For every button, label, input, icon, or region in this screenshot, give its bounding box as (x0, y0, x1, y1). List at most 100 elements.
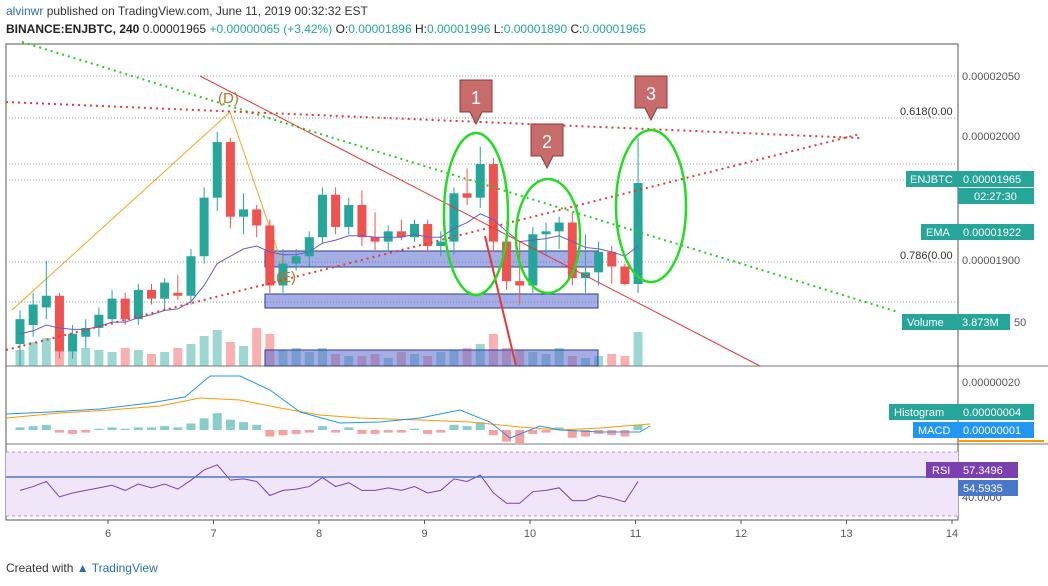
time-tick-label: 7 (210, 528, 216, 540)
countdown-tag: 02:27:30 (958, 188, 1034, 204)
close-value: 0.00001965 (582, 22, 646, 36)
histogram-tag: Histogram 0.00000004 (889, 404, 1034, 420)
macd-hist-bar (488, 430, 498, 436)
marker-1: 1 (459, 79, 493, 126)
macd-hist-bar (475, 422, 485, 430)
macd-hist-bar (607, 430, 617, 436)
tradingview-brand[interactable]: TradingView (91, 561, 158, 575)
candle-body (541, 231, 551, 235)
symbol-tag-name: ENJBTC (910, 174, 953, 186)
candle-body (252, 209, 262, 226)
candle-body (94, 314, 104, 328)
macd-hist-bar (620, 430, 630, 437)
wave-d-label: (D) (218, 90, 239, 107)
marker-1-label: 1 (471, 88, 481, 108)
rsi-ma-tag-value: 54.5935 (963, 483, 1003, 495)
candle-body (436, 241, 446, 246)
candles (15, 131, 643, 366)
volume-bar (633, 332, 643, 366)
macd-hist-bar (344, 427, 354, 430)
macd-hist-bar (265, 430, 275, 437)
macd-hist-bar (567, 430, 577, 438)
macd-hist-bar (28, 426, 38, 430)
rsi-tag-value: 57.3496 (963, 465, 1003, 477)
macd-hist-bar (317, 426, 327, 430)
macd-hist-bar (133, 427, 143, 430)
candle-body (607, 251, 617, 267)
symbol-line: BINANCE:ENJBTC, 240 0.00001965 +0.000000… (6, 22, 646, 36)
ema-line (19, 213, 639, 335)
macd-hist-bar (462, 426, 472, 430)
macd-tag: MACD 0.00000001 (913, 422, 1034, 438)
candle-body (515, 281, 525, 286)
macd-hist-bar (291, 430, 301, 434)
tradingview-logo-icon: ▲ (76, 561, 89, 575)
low-label: L: (493, 22, 504, 36)
price-change: +0.00000065 (+3.42%) (209, 22, 333, 36)
highlight-ellipse-2 (514, 177, 582, 295)
candle-body (594, 251, 604, 273)
candle-body (528, 234, 538, 286)
macd-hist-bar (528, 430, 538, 434)
symbol-label: BINANCE:ENJBTC, 240 (6, 22, 140, 36)
candle-body (396, 231, 406, 238)
highlight-ellipse-3 (614, 128, 688, 284)
candle-body (41, 295, 51, 308)
macd-hist-bar (41, 424, 51, 430)
candle-body (488, 164, 498, 242)
candle-body (173, 292, 183, 296)
volume-bar (107, 352, 117, 366)
volume-bar (41, 338, 51, 366)
candle-body (265, 225, 275, 286)
macd-hist-bar (94, 428, 104, 430)
last-price: 0.00001965 (142, 22, 207, 36)
support-zone-3 (264, 349, 599, 367)
candle-body (357, 205, 367, 238)
macd-hist-bar (383, 430, 393, 433)
candle-body (475, 164, 485, 198)
ema-tag-name: EMA (926, 227, 951, 239)
macd-hist-bar (423, 430, 433, 434)
price-tick: 0.00002000 (962, 131, 1020, 143)
macd-hist-bar (107, 427, 117, 430)
macd-hist-bar (449, 424, 459, 430)
candle-body (344, 205, 354, 227)
open-value: 0.00001896 (348, 22, 412, 36)
green-dotted-trendline (21, 41, 899, 313)
macd-hist-bar (186, 423, 196, 430)
candle-body (278, 263, 288, 286)
countdown-value: 02:27:30 (974, 191, 1017, 203)
author-name[interactable]: alvinwr (6, 4, 44, 18)
rsi-tag-name: RSI (932, 465, 950, 477)
candle-body (502, 241, 512, 282)
open-label: O: (335, 22, 349, 36)
macd-signal-line (5, 397, 651, 431)
candle-body (239, 209, 249, 217)
volume-bar (147, 354, 156, 366)
candle-body (133, 289, 143, 320)
candle-body (383, 231, 393, 242)
volume-tag: Volume 3.873M 50 (902, 314, 1026, 330)
macd-hist-bar (160, 426, 170, 430)
time-tick-label: 10 (524, 528, 536, 540)
macd-hist-bar (252, 424, 262, 430)
highlight-ellipse-1 (442, 131, 510, 297)
price-tick: 0.00002050 (962, 71, 1020, 83)
volume-bar (81, 348, 91, 366)
volume-bar (133, 350, 143, 366)
rsi-band (6, 452, 958, 516)
candle-body (410, 224, 419, 238)
time-axis[interactable]: 6 7 8 9 10 11 12 13 14 (105, 520, 958, 540)
volume-bar (252, 328, 262, 366)
marker-2-label: 2 (542, 132, 552, 152)
candle-body (633, 183, 643, 285)
candle-body (81, 327, 91, 337)
chart-canvas[interactable]: 1 2 3 (D) (E) 0.618(0.00 0.786(0.00 0.00… (0, 40, 1048, 550)
volume-bar (607, 354, 617, 366)
macd-hist-bar (436, 430, 446, 433)
volume-bar (620, 356, 630, 366)
candle-body (28, 304, 38, 326)
candle-body (567, 222, 577, 279)
red-dotted-resistance (5, 101, 861, 139)
candle-body (462, 193, 472, 198)
